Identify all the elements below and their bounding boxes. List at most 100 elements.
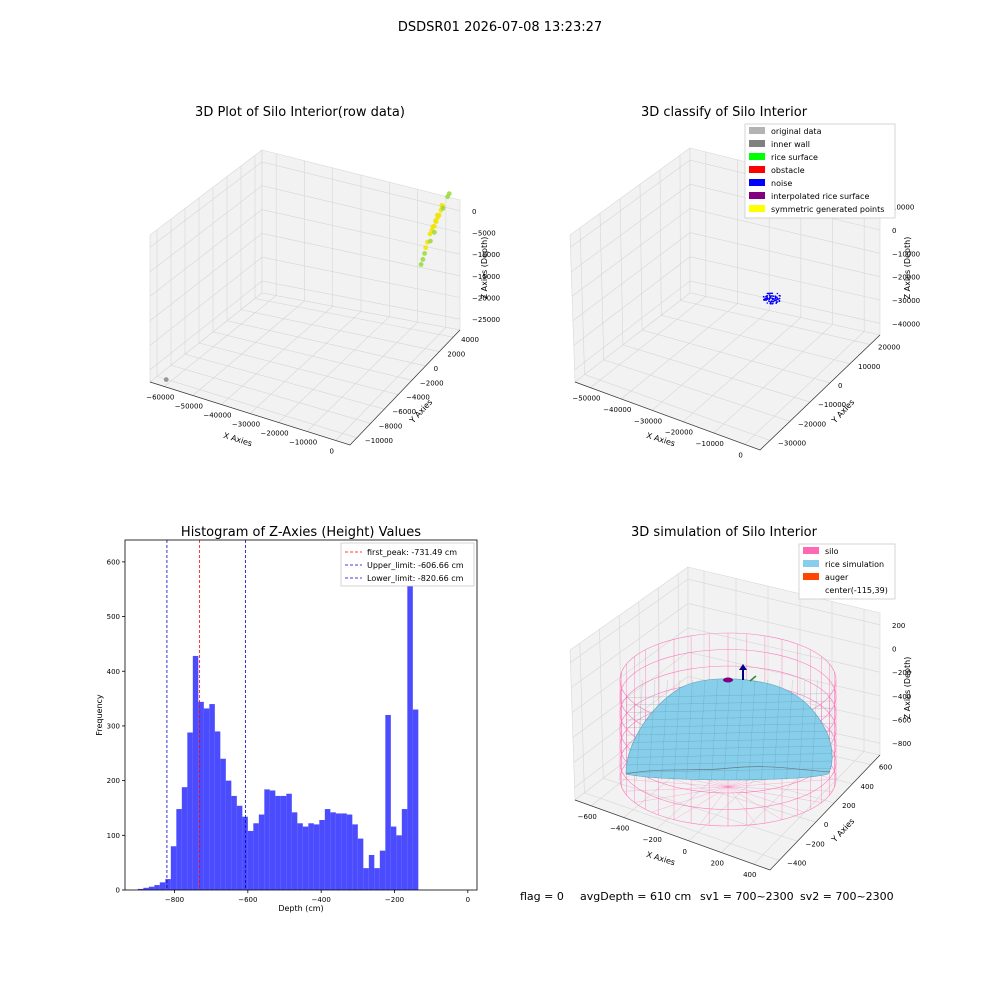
- rice-mesh-line: [811, 679, 818, 781]
- gridline-z: [571, 603, 881, 688]
- noise-point: [762, 295, 765, 298]
- rice-mesh-line: [625, 753, 833, 758]
- gridline-y: [198, 197, 399, 395]
- histogram-bar: [176, 809, 182, 890]
- z-tick-label: −25000: [472, 316, 500, 324]
- z-tick-label: 0: [472, 208, 476, 216]
- noise-point: [775, 300, 777, 302]
- gridline-x: [621, 159, 738, 400]
- x-tick-label: −10000: [696, 440, 724, 448]
- y-tick-label: 600: [879, 764, 892, 772]
- y-tick-label: 2000: [447, 351, 465, 359]
- subplot-simulation-zlabel: Z Axies (Depth): [903, 657, 912, 720]
- x-tick-label: −600: [238, 896, 257, 904]
- legend-label: interpolated rice surface: [771, 192, 869, 201]
- silo-spoke: [673, 786, 729, 820]
- gridline-z: [572, 651, 881, 738]
- histogram-bar: [181, 787, 188, 890]
- gridline-z: [149, 233, 461, 321]
- noise-point: [771, 297, 773, 300]
- histogram-bar: [379, 850, 386, 891]
- y-tick-label: 500: [107, 613, 120, 621]
- subplot-simulation-y-ticks: −400 −200 0 200 400 600: [787, 764, 892, 868]
- z-tick-label: −600: [892, 717, 911, 725]
- histogram-bar: [308, 823, 314, 890]
- gridline-y: [156, 229, 357, 439]
- histogram-bar: [341, 813, 347, 890]
- histogram-bar: [385, 715, 391, 890]
- x-tick-label: 0: [329, 448, 333, 456]
- noise-point: [770, 292, 773, 295]
- histogram-bar: [220, 758, 226, 890]
- gridline-x: [192, 160, 305, 396]
- gridline-x: [753, 609, 865, 865]
- gridline-x: [164, 153, 277, 387]
- gridline-x: [721, 601, 833, 853]
- histogram-bar: [330, 812, 336, 890]
- noise-point: [771, 295, 774, 297]
- x-tick-label: −30000: [232, 421, 260, 429]
- histogram-bar: [363, 868, 369, 891]
- gridline-z: [571, 627, 881, 713]
- gridline-y: [679, 155, 871, 345]
- legend-swatch: [803, 560, 819, 567]
- scatter-point: [420, 257, 426, 262]
- subplot-raw-grid: [149, 153, 461, 441]
- legend-label: noise: [771, 179, 792, 188]
- scatter-point: [418, 262, 424, 267]
- legend-label: symmetric generated points: [771, 205, 884, 214]
- legend-label: inner wall: [771, 140, 810, 149]
- rice-base-edge: [625, 766, 831, 775]
- gridline-y: [599, 629, 798, 842]
- subplot-simulation-title: 3D simulation of Silo Interior: [631, 525, 818, 540]
- noise-point: [766, 302, 769, 304]
- legend-label: first_peak: -731.49 cm: [367, 548, 457, 557]
- z-tick-label: −20000: [892, 274, 920, 282]
- histogram-legend: first_peak: -731.49 cm Upper_limit: -606.…: [340, 542, 475, 587]
- legend-label: auger: [825, 573, 849, 582]
- x-tick-label: −40000: [203, 412, 231, 420]
- subplot-histogram: Histogram of Z-Axies (Height) Values −80…: [95, 525, 478, 913]
- noise-point: [769, 292, 772, 295]
- histogram-bar: [412, 709, 419, 890]
- histogram-bars: [137, 550, 419, 891]
- legend-label: rice simulation: [825, 560, 884, 569]
- silo-spoke: [699, 786, 729, 825]
- y-tick-label: 300: [107, 722, 120, 730]
- noise-point: [778, 294, 781, 297]
- rice-mesh-line: [636, 679, 643, 781]
- subplot-classify-axes: [574, 334, 881, 451]
- z-tick-label: 0: [892, 227, 896, 235]
- gridline-z: [149, 185, 461, 272]
- rice-mesh-line: [625, 708, 833, 713]
- legend-box: [744, 123, 896, 219]
- silo-spoke: [727, 778, 837, 788]
- y-tick-label: 10000: [858, 363, 880, 371]
- x-tick-label: −800: [165, 896, 184, 904]
- gridline-x: [249, 175, 362, 414]
- noise-point: [765, 298, 768, 301]
- noise-point: [770, 303, 772, 305]
- gridline-y: [639, 184, 831, 384]
- rice-mesh-line: [748, 679, 756, 781]
- histogram-vlines: [166, 540, 246, 890]
- rice-mesh-line: [661, 679, 668, 781]
- noise-point: [773, 298, 775, 300]
- subplot-classify-title: 3D classify of Silo Interior: [641, 105, 808, 120]
- x-tick-label: −50000: [175, 403, 203, 411]
- noise-point: [770, 300, 773, 303]
- noise-point: [774, 295, 777, 298]
- rice-mesh-line: [723, 679, 731, 781]
- histogram-bar: [165, 879, 171, 890]
- histogram-bar: [275, 795, 281, 890]
- noise-point: [776, 292, 779, 295]
- z-tick-label: −30000: [892, 297, 920, 305]
- gridline-x: [306, 189, 418, 432]
- x-tick-label: −200: [643, 836, 662, 844]
- y-tick-label: 4000: [461, 336, 479, 344]
- x-tick-label: −200: [385, 896, 404, 904]
- histogram-bar: [170, 846, 177, 890]
- subplot-raw-3d: 3D Plot of Silo Interior(row data) −6000…: [146, 105, 500, 456]
- figure-footer: flag = 0 avgDepth = 610 cm sv1 = 700~230…: [520, 890, 894, 903]
- histogram-bar: [280, 795, 287, 890]
